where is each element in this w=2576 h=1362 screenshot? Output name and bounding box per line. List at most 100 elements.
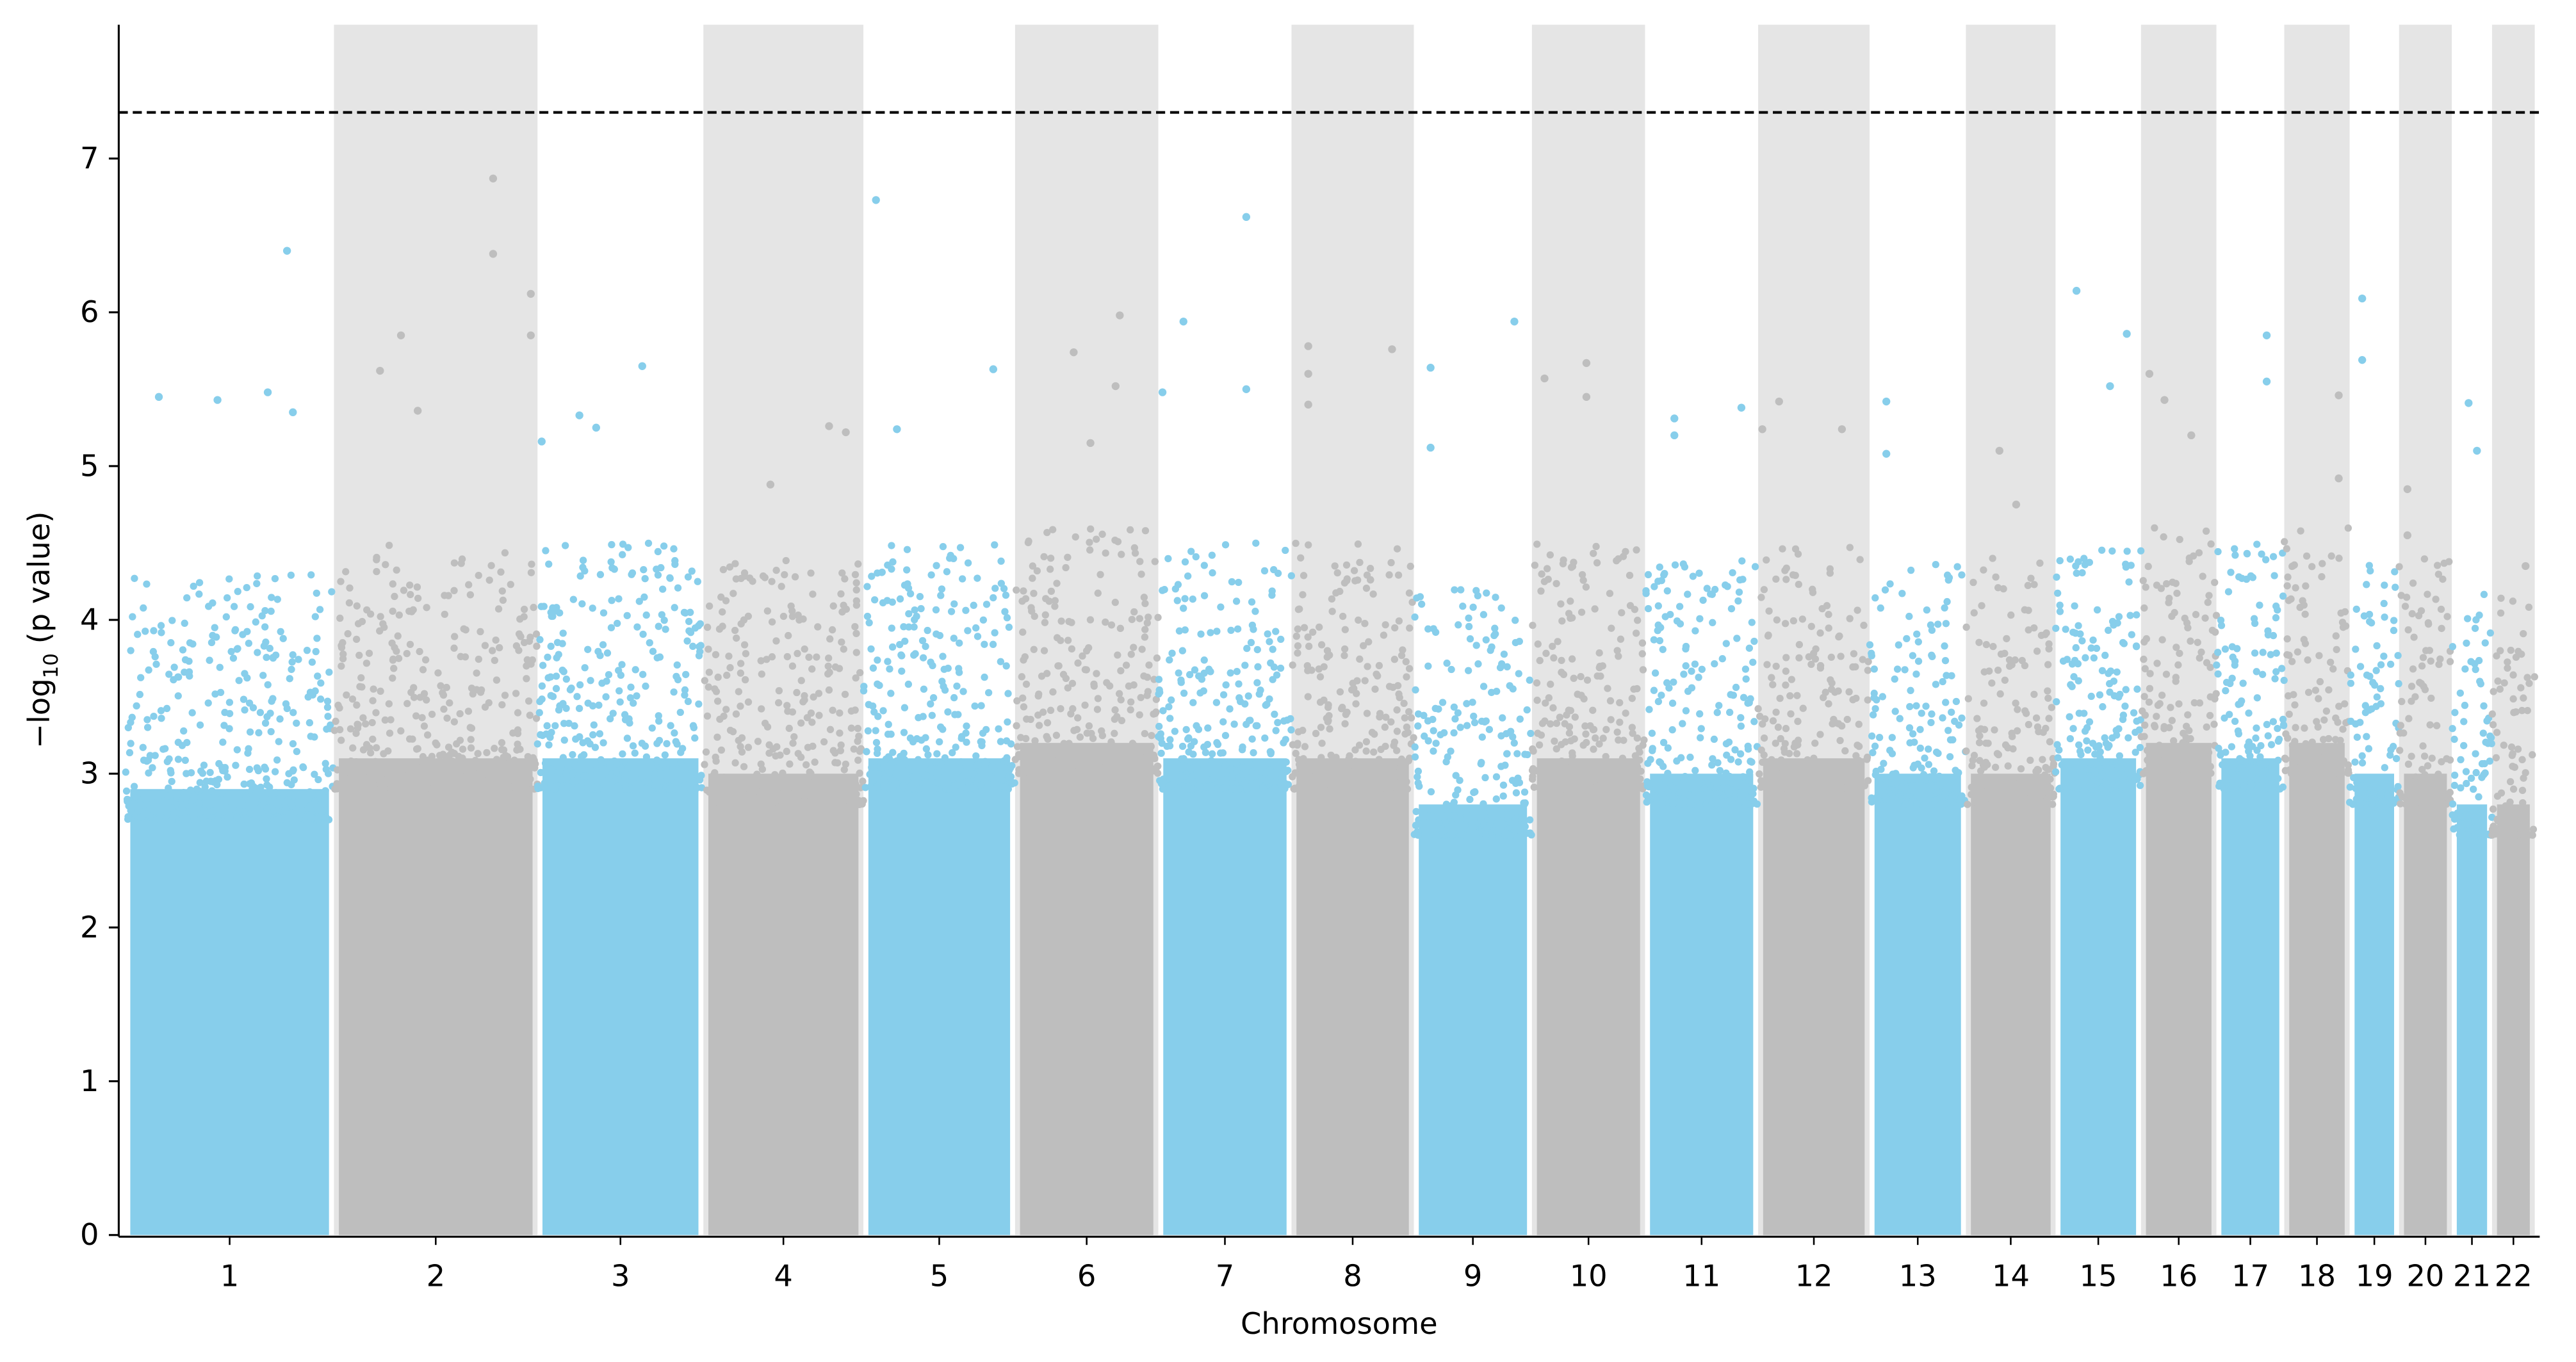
data-point xyxy=(932,769,940,777)
data-point xyxy=(1045,597,1053,605)
data-point xyxy=(648,724,656,732)
data-point xyxy=(1241,661,1249,669)
data-point xyxy=(308,814,316,822)
data-point xyxy=(414,594,422,603)
data-point xyxy=(552,672,560,680)
data-point xyxy=(690,777,697,785)
data-point xyxy=(2041,771,2049,779)
peak-point xyxy=(2403,485,2411,494)
data-point xyxy=(1404,729,1412,736)
data-point xyxy=(286,813,294,821)
data-point xyxy=(2016,774,2023,782)
data-point xyxy=(307,733,314,740)
data-point xyxy=(1978,602,1985,610)
data-point xyxy=(456,709,464,718)
data-point xyxy=(624,544,632,551)
data-point xyxy=(369,697,377,704)
data-point xyxy=(1480,800,1487,808)
data-point xyxy=(1463,700,1471,708)
data-point xyxy=(915,785,923,793)
peak-point xyxy=(1426,443,1435,452)
data-point xyxy=(2052,768,2060,776)
data-point xyxy=(863,583,871,590)
data-point xyxy=(1414,767,1423,775)
data-point xyxy=(571,761,579,769)
data-point xyxy=(835,665,844,672)
x-tick-label: 2 xyxy=(427,1259,445,1293)
data-point xyxy=(731,560,739,567)
data-point xyxy=(1547,720,1554,728)
data-point xyxy=(1628,724,1636,731)
data-point xyxy=(1793,781,1802,789)
peak-point xyxy=(1540,374,1549,383)
data-point xyxy=(1593,559,1601,567)
peak-point xyxy=(289,408,297,417)
data-point xyxy=(1595,649,1603,657)
data-point xyxy=(605,774,613,782)
data-point xyxy=(2132,642,2140,650)
data-point xyxy=(803,761,810,769)
data-point xyxy=(1744,699,1752,707)
data-point xyxy=(2297,527,2304,535)
data-point xyxy=(1644,571,1652,579)
data-point xyxy=(1494,829,1502,836)
data-point xyxy=(2094,777,2102,786)
data-point xyxy=(2479,729,2487,737)
data-point xyxy=(1294,728,1302,736)
data-point xyxy=(1098,745,1106,753)
data-point xyxy=(2058,761,2066,769)
data-point xyxy=(2356,663,2365,670)
data-point xyxy=(841,575,849,583)
data-point xyxy=(222,613,230,621)
data-point xyxy=(1630,685,1638,693)
data-point xyxy=(1189,778,1197,786)
data-point xyxy=(788,708,797,716)
data-point xyxy=(269,695,277,702)
data-point xyxy=(2166,764,2174,772)
data-point xyxy=(2287,770,2295,777)
data-point xyxy=(332,717,339,726)
data-point xyxy=(272,651,280,659)
data-point xyxy=(2174,661,2182,669)
data-point xyxy=(1927,621,1935,629)
data-point xyxy=(1247,774,1255,781)
data-point xyxy=(840,601,847,609)
data-point xyxy=(667,722,674,729)
data-point xyxy=(145,769,152,777)
x-tick-label: 11 xyxy=(1683,1259,1720,1293)
data-point xyxy=(385,542,393,549)
data-point xyxy=(1511,816,1519,824)
data-point xyxy=(314,775,322,784)
data-point xyxy=(168,816,176,823)
data-point xyxy=(671,781,679,789)
data-point xyxy=(2368,795,2376,802)
data-point xyxy=(852,649,860,656)
data-point xyxy=(413,583,421,591)
data-point xyxy=(952,743,959,751)
data-point xyxy=(289,709,297,717)
data-point xyxy=(752,782,760,790)
data-point xyxy=(2035,776,2042,784)
data-point xyxy=(807,569,815,577)
data-point xyxy=(1932,681,1940,688)
data-point xyxy=(1189,596,1196,603)
data-point xyxy=(450,718,459,726)
data-point xyxy=(543,722,551,730)
data-point xyxy=(985,768,993,775)
data-point xyxy=(682,670,690,679)
data-point xyxy=(1763,556,1770,564)
data-point xyxy=(1241,779,1249,787)
data-point xyxy=(963,785,971,793)
data-point xyxy=(924,626,931,635)
data-point xyxy=(143,758,151,765)
data-point xyxy=(1765,607,1773,615)
data-point xyxy=(1250,626,1257,633)
data-point xyxy=(1864,658,1872,665)
data-point xyxy=(1266,695,1273,703)
data-point xyxy=(705,788,713,796)
data-point xyxy=(602,693,610,701)
data-point xyxy=(369,735,377,743)
data-point xyxy=(1545,694,1553,702)
data-point xyxy=(2417,795,2424,803)
data-point xyxy=(865,619,873,627)
